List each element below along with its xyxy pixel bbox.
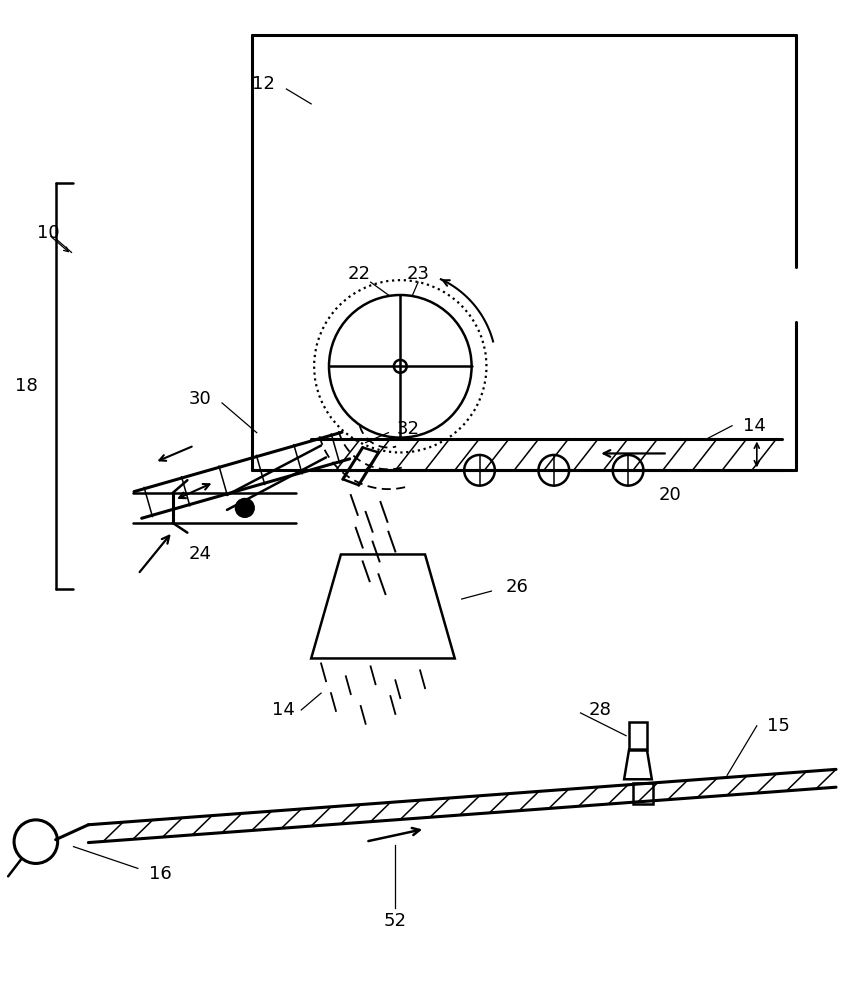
Text: 32: 32 [397,420,419,438]
Text: 16: 16 [149,865,172,883]
Text: 22: 22 [347,265,370,283]
Text: 14: 14 [272,701,294,719]
Bar [633,783,653,804]
Text: 24: 24 [189,545,212,563]
Text: 52: 52 [384,912,407,930]
Text: 20: 20 [659,486,681,504]
Text: 10: 10 [37,224,60,242]
Bar [629,722,647,750]
Text: 18: 18 [15,377,37,395]
Text: 28: 28 [589,701,612,719]
Text: 26: 26 [505,578,529,596]
Text: 14: 14 [743,417,766,435]
Text: 15: 15 [767,717,790,735]
Text: 23: 23 [406,265,430,283]
Circle shape [235,499,254,517]
Text: 30: 30 [189,390,212,408]
Text: 12: 12 [252,75,275,93]
